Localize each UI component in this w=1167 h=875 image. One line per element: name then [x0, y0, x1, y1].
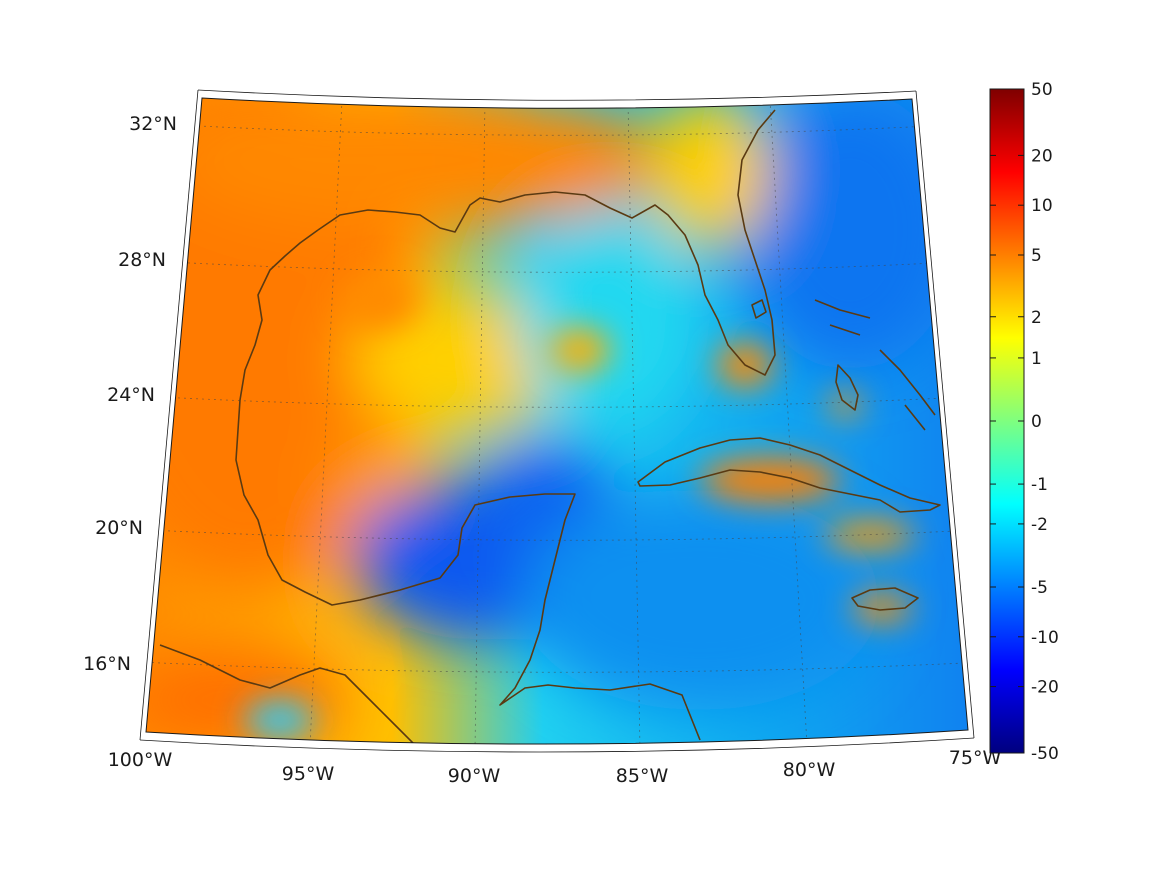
- longitude-labels: 100°W 95°W 90°W 85°W 80°W 75°W: [108, 747, 1002, 787]
- lon-label-100: 100°W: [108, 749, 173, 771]
- lon-label-90: 90°W: [448, 765, 501, 787]
- coastline-bahamas-north: [814, 299, 871, 336]
- colorbar-label: 20: [1031, 146, 1053, 166]
- field-region-gulf-yellow-blob: [550, 328, 610, 372]
- coastline-northern-gulf: [317, 109, 776, 376]
- heatmap-field: [146, 98, 968, 745]
- lat-label-20: 20°N: [95, 517, 143, 539]
- coastline-bahamas-east: [879, 349, 936, 431]
- colorbar-label: -10: [1031, 628, 1059, 648]
- grid-lat-24: [159, 396, 946, 408]
- lat-label-28: 28°N: [118, 249, 166, 271]
- colorbar-label: -2: [1031, 515, 1048, 535]
- colorbar-label: 5: [1031, 246, 1042, 266]
- lat-label-32: 32°N: [129, 113, 177, 135]
- coastlines: [159, 109, 941, 745]
- coastline-gulf-mainland: [235, 229, 701, 741]
- graticule: [146, 99, 966, 745]
- colorbar-label: 2: [1031, 308, 1042, 328]
- map-frame: [139, 89, 975, 753]
- coastline-central-america: [159, 644, 416, 745]
- field-region-gulf-orange-blob: [342, 272, 418, 328]
- grid-lat-20: [149, 529, 956, 541]
- lon-label-95: 95°W: [282, 763, 335, 785]
- field-region-jamaica-high: [852, 594, 912, 622]
- field-region-bahamas-high: [829, 393, 861, 417]
- colorbar-label: -5: [1031, 578, 1048, 598]
- lon-label-75: 75°W: [949, 747, 1002, 769]
- field-region-cuba-high: [700, 458, 840, 502]
- coastline-jamaica: [851, 587, 919, 611]
- colorbar-label: -20: [1031, 678, 1059, 698]
- field-region-caribbean-low: [520, 490, 880, 710]
- lat-label-24: 24°N: [107, 384, 155, 406]
- colorbar-label: 0: [1031, 412, 1042, 432]
- grid-lon-85: [627, 99, 641, 745]
- grid-lat-16: [146, 661, 966, 673]
- colorbar-label: -50: [1031, 744, 1059, 764]
- field-region-eastern-gulf-cyan: [520, 210, 700, 430]
- colorbar-label: 1: [1031, 349, 1042, 369]
- colorbar-label: 10: [1031, 196, 1053, 216]
- colorbar-label: 50: [1031, 80, 1053, 100]
- field-region-florida-yellow: [650, 98, 770, 250]
- grid-lat-28: [169, 261, 936, 273]
- lat-label-16: 16°N: [83, 653, 131, 675]
- field-region-atlantic-low: [740, 98, 960, 370]
- coastline-lake-okeechobee: [751, 299, 767, 319]
- colorbar-ticks: [990, 88, 1024, 754]
- coastline-cuba: [637, 437, 941, 513]
- field-region-north-gulf-high: [170, 98, 670, 230]
- latitude-labels: 32°N 28°N 24°N 20°N 16°N: [83, 113, 177, 675]
- grid-lon-90: [474, 99, 486, 745]
- lon-label-85: 85°W: [616, 765, 669, 787]
- colorbar-label: -1: [1031, 475, 1048, 495]
- lon-label-80: 80°W: [783, 759, 836, 781]
- coastline-bahamas-andros: [835, 364, 859, 411]
- field-region-southern-mexico-high: [146, 650, 340, 745]
- grid-lat-32: [179, 124, 931, 136]
- field-region-isthmus-cyan: [245, 700, 315, 740]
